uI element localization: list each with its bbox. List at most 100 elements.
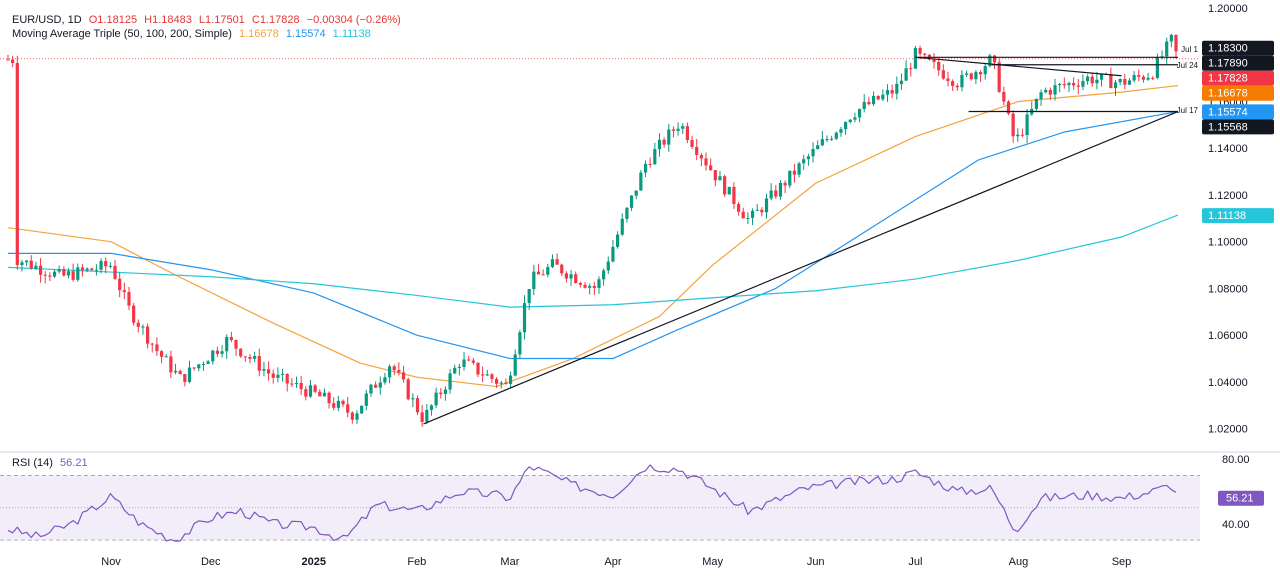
candle-body bbox=[1141, 76, 1146, 80]
candle-body bbox=[946, 78, 950, 82]
price-tag bbox=[1202, 119, 1274, 135]
candle-body bbox=[1016, 134, 1020, 137]
candle-body bbox=[350, 412, 354, 420]
candle-body bbox=[1062, 84, 1066, 86]
candle-body bbox=[225, 337, 229, 352]
candle-body bbox=[718, 176, 722, 181]
candle-body bbox=[239, 348, 243, 357]
level-label: Jul 17 bbox=[1177, 106, 1199, 115]
close-value: C1.17828 bbox=[251, 14, 300, 26]
rsi-header: RSI (14) 56.21 bbox=[12, 456, 92, 470]
candle-body bbox=[453, 367, 457, 374]
candle-body bbox=[760, 209, 764, 213]
candle-body bbox=[25, 260, 29, 263]
candle-body bbox=[62, 269, 66, 276]
candle-body bbox=[76, 267, 80, 280]
candle-body bbox=[332, 403, 336, 408]
candle-body bbox=[695, 146, 699, 155]
candle-body bbox=[108, 265, 112, 267]
candle-body bbox=[1048, 89, 1052, 95]
candle-body bbox=[229, 337, 233, 340]
candle-body bbox=[848, 119, 852, 123]
candle-body bbox=[294, 382, 299, 384]
candle-body bbox=[1169, 34, 1173, 42]
candle-body bbox=[983, 66, 987, 75]
candle-body bbox=[1137, 75, 1141, 77]
time-axis-tick: Sep bbox=[1112, 556, 1132, 568]
candle-body bbox=[313, 385, 317, 392]
price-axis-tick: 1.02000 bbox=[1208, 424, 1248, 436]
candle-body bbox=[285, 373, 289, 384]
candle-body bbox=[890, 90, 894, 94]
candle-body bbox=[248, 357, 252, 359]
candle-body bbox=[522, 303, 527, 333]
candle-body bbox=[1025, 114, 1029, 136]
price-axis-tick: 1.10000 bbox=[1208, 237, 1248, 249]
time-axis-tick: Apr bbox=[604, 556, 621, 568]
candle-body bbox=[518, 332, 522, 355]
rising-trendline bbox=[423, 110, 1179, 425]
candle-body bbox=[1085, 76, 1090, 82]
candle-body bbox=[211, 350, 215, 362]
candle-body bbox=[709, 165, 713, 171]
time-axis-tick: Jun bbox=[807, 556, 825, 568]
candle-body bbox=[685, 126, 689, 141]
candle-body bbox=[1155, 57, 1159, 78]
candle-body bbox=[1109, 73, 1113, 89]
candle-body bbox=[732, 186, 736, 204]
candle-body bbox=[997, 62, 1001, 92]
candle-body bbox=[159, 351, 164, 357]
candle-body bbox=[578, 283, 582, 285]
candle-body bbox=[280, 373, 285, 375]
candle-body bbox=[634, 190, 638, 196]
candle-body bbox=[1006, 101, 1011, 114]
candle-body bbox=[443, 389, 448, 394]
candle-body bbox=[602, 270, 606, 280]
candle-body bbox=[1127, 80, 1132, 85]
level-label: Jul 1 bbox=[1181, 45, 1198, 54]
price-tag-label: 1.18300 bbox=[1208, 43, 1248, 55]
candle-body bbox=[48, 275, 52, 277]
candle-body bbox=[667, 129, 671, 145]
price-axis-tick: 1.14000 bbox=[1208, 143, 1248, 155]
candle-body bbox=[923, 53, 927, 55]
time-axis-tick: Jul bbox=[908, 556, 922, 568]
candle-body bbox=[304, 389, 308, 397]
candle-body bbox=[392, 366, 396, 371]
candle-body bbox=[778, 182, 783, 197]
candle-body bbox=[918, 47, 922, 54]
time-axis-tick: May bbox=[702, 556, 723, 568]
candle-body bbox=[727, 186, 731, 195]
symbol-label: EUR/USD, 1D bbox=[12, 14, 82, 26]
open-value: O1.18125 bbox=[88, 14, 138, 26]
candle-body bbox=[490, 374, 494, 380]
candle-body bbox=[495, 379, 499, 384]
price-tag-label: 1.17890 bbox=[1208, 58, 1248, 70]
candle-body bbox=[127, 292, 131, 306]
candle-body bbox=[508, 375, 513, 384]
candle-body bbox=[904, 68, 908, 81]
candle-body bbox=[38, 265, 43, 275]
level-label: Jul 24 bbox=[1177, 61, 1199, 70]
candle-body bbox=[434, 392, 438, 406]
candle-body bbox=[113, 265, 117, 279]
price-tag-label: 1.15568 bbox=[1208, 121, 1248, 133]
candle-body bbox=[481, 374, 485, 376]
candle-body bbox=[736, 203, 741, 212]
candle-body bbox=[476, 362, 480, 375]
candle-body bbox=[564, 273, 569, 279]
candle-body bbox=[629, 195, 634, 208]
candle-body bbox=[895, 83, 899, 94]
price-tag bbox=[1202, 55, 1274, 71]
candle-body bbox=[625, 207, 629, 219]
price-axis-tick: 1.12000 bbox=[1208, 190, 1248, 202]
candle-body bbox=[341, 400, 345, 405]
candle-body bbox=[401, 372, 406, 380]
candle-body bbox=[769, 190, 773, 199]
candle-body bbox=[20, 262, 24, 266]
candle-body bbox=[1174, 34, 1178, 52]
candle-body bbox=[57, 269, 61, 272]
candle-body bbox=[611, 246, 615, 262]
candle-body bbox=[871, 95, 876, 105]
